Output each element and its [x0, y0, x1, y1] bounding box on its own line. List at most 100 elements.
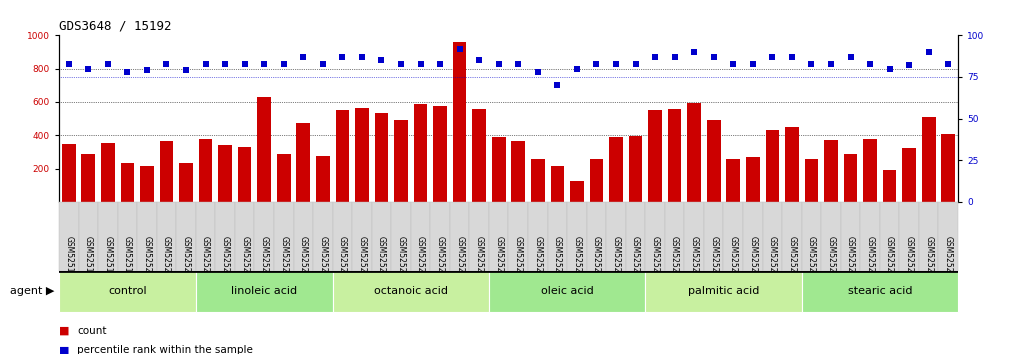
Bar	[453, 42, 467, 202]
Text: ■: ■	[59, 326, 69, 336]
Text: octanoic acid: octanoic acid	[374, 286, 447, 296]
Point	[354, 54, 370, 60]
Bar	[508, 202, 528, 271]
Bar	[430, 202, 450, 271]
Text: GSM525208: GSM525208	[299, 236, 308, 282]
Bar	[414, 104, 427, 202]
Point	[862, 61, 879, 67]
Text: GSM525201: GSM525201	[162, 236, 171, 282]
Bar	[470, 202, 489, 271]
Text: GSM525236: GSM525236	[846, 236, 855, 282]
Point	[823, 61, 839, 67]
Point	[413, 61, 429, 67]
Text: GSM525235: GSM525235	[827, 236, 836, 282]
Text: GSM525230: GSM525230	[729, 236, 737, 282]
Bar	[648, 110, 662, 202]
Bar	[489, 202, 508, 271]
Text: GSM525227: GSM525227	[670, 236, 679, 282]
Bar	[257, 97, 272, 202]
Bar	[723, 202, 743, 271]
Text: oleic acid: oleic acid	[541, 286, 594, 296]
Point	[432, 61, 448, 67]
Text: GSM525199: GSM525199	[123, 236, 132, 282]
Bar	[198, 139, 213, 202]
Point	[706, 54, 722, 60]
Text: ■: ■	[59, 345, 69, 354]
Bar	[801, 271, 958, 312]
Bar	[78, 202, 98, 271]
Bar	[512, 141, 525, 202]
Point	[197, 61, 214, 67]
Point	[178, 68, 194, 73]
Bar	[157, 202, 176, 271]
Text: GSM525225: GSM525225	[631, 236, 640, 282]
Point	[725, 61, 741, 67]
Bar	[196, 271, 333, 312]
Bar	[743, 202, 763, 271]
Bar	[296, 123, 310, 202]
Bar	[782, 202, 801, 271]
Text: count: count	[77, 326, 107, 336]
Point	[608, 61, 624, 67]
Point	[764, 54, 780, 60]
Point	[237, 61, 253, 67]
Text: GSM525229: GSM525229	[709, 236, 718, 282]
Point	[100, 61, 116, 67]
Bar	[609, 137, 622, 202]
Bar	[352, 202, 371, 271]
Bar	[355, 108, 369, 202]
Text: GSM525240: GSM525240	[924, 236, 934, 282]
Bar	[687, 103, 701, 202]
Point	[80, 66, 97, 72]
Point	[295, 54, 311, 60]
Bar	[550, 166, 564, 202]
Point	[686, 49, 703, 55]
Bar	[277, 154, 291, 202]
Bar	[587, 202, 606, 271]
Point	[373, 57, 390, 63]
Bar	[745, 157, 760, 202]
Point	[276, 61, 292, 67]
Bar	[316, 156, 330, 202]
Text: GSM525205: GSM525205	[240, 236, 249, 282]
Text: GSM525207: GSM525207	[280, 236, 288, 282]
Text: GSM525221: GSM525221	[553, 236, 561, 282]
Text: GSM525233: GSM525233	[787, 236, 796, 282]
Bar	[59, 202, 78, 271]
Bar	[707, 120, 721, 202]
Point	[335, 54, 351, 60]
Text: GDS3648 / 15192: GDS3648 / 15192	[59, 20, 172, 33]
Text: GSM525222: GSM525222	[573, 236, 582, 282]
Bar	[704, 202, 723, 271]
Bar	[176, 202, 196, 271]
Bar	[137, 202, 157, 271]
Text: GSM525220: GSM525220	[533, 236, 542, 282]
Bar	[567, 202, 587, 271]
Point	[549, 82, 565, 88]
Bar	[785, 127, 798, 202]
Text: linoleic acid: linoleic acid	[231, 286, 297, 296]
Bar	[942, 133, 955, 202]
Text: stearic acid: stearic acid	[847, 286, 912, 296]
Bar	[450, 202, 470, 271]
Bar	[921, 117, 936, 202]
Text: GSM525237: GSM525237	[865, 236, 875, 282]
Point	[842, 54, 858, 60]
Bar	[801, 202, 821, 271]
Bar	[939, 202, 958, 271]
Bar	[81, 154, 96, 202]
Point	[803, 61, 820, 67]
Text: GSM525198: GSM525198	[104, 236, 112, 282]
Bar	[235, 202, 254, 271]
Bar	[333, 202, 352, 271]
Point	[744, 61, 761, 67]
Bar	[531, 159, 545, 202]
Bar	[824, 140, 838, 202]
Bar	[684, 202, 704, 271]
Point	[314, 61, 331, 67]
Point	[920, 49, 937, 55]
Text: GSM525212: GSM525212	[377, 236, 386, 282]
Point	[647, 54, 663, 60]
Bar	[899, 202, 919, 271]
Point	[393, 61, 409, 67]
